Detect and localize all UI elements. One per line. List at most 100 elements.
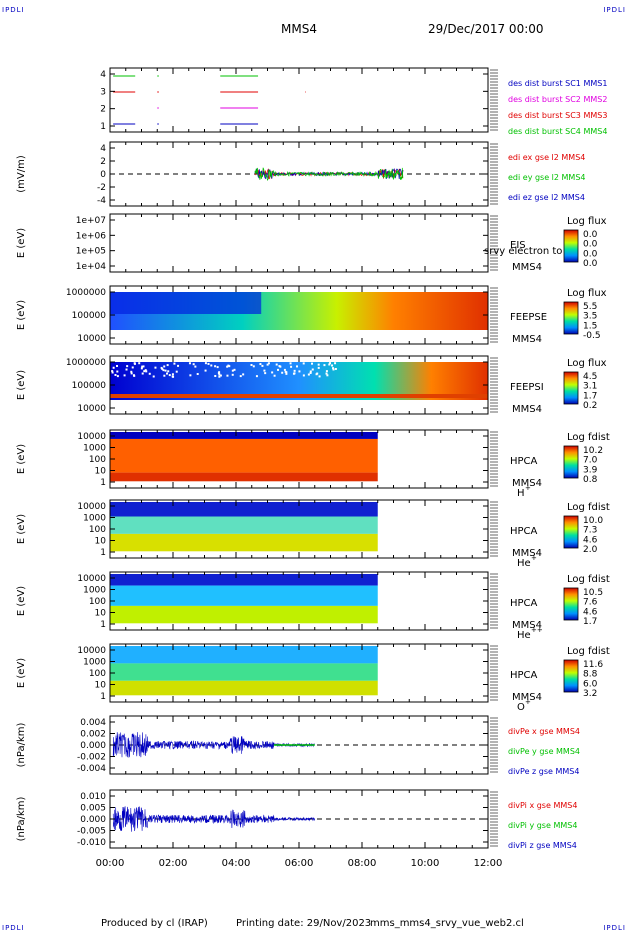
colorbar-tick-label: 8.8 [583, 670, 598, 680]
y-axis-label: E (eV) [16, 444, 27, 474]
feepsi-gap [131, 366, 134, 369]
panel-frame [109, 213, 489, 273]
feepsi-gap [188, 362, 191, 365]
feepsi-gap [323, 364, 326, 367]
x-tick-label: 02:00 [159, 858, 188, 869]
y-tick-label: 1 [100, 478, 106, 488]
x-tick-label: 10:00 [411, 858, 440, 869]
feepsi-gap [218, 375, 221, 378]
feepsi-gap [218, 371, 221, 374]
y-tick-label: 100 [89, 455, 106, 465]
feepsi-gap [116, 375, 119, 378]
colorbar-tick-label: 10.5 [583, 588, 603, 598]
colorbar [563, 515, 579, 549]
y-tick-label: 4 [100, 144, 106, 154]
feepsi-gap [112, 366, 115, 369]
corner-label-bl: IPDLI [2, 924, 25, 932]
y-tick-label: 1 [100, 620, 106, 630]
y-axis-label: E (eV) [16, 586, 27, 616]
legend-entry: edi ey gse l2 MMS4 [508, 173, 586, 182]
feepsi-gap [318, 375, 321, 378]
feepsi-gap [307, 373, 310, 376]
date-title: 29/Dec/2017 00:00 [428, 22, 544, 36]
feepsi-gap [130, 372, 133, 375]
charge-label: + [531, 554, 537, 562]
colorbar-tick-label: -0.5 [583, 331, 601, 341]
feepsi-gap [173, 362, 176, 365]
y-tick-label: 10000 [77, 574, 106, 584]
colorbar-tick-label: 4.6 [583, 607, 598, 617]
feepsi-gap [133, 362, 136, 365]
overlay-label: srvy electron to [484, 246, 562, 257]
colorbar [563, 229, 579, 263]
legend-entry: divPi z gse MMS4 [508, 841, 577, 850]
feepsi-gap [216, 366, 219, 369]
y-tick-label: 1e+04 [76, 262, 107, 272]
feepsi-gap [310, 362, 313, 365]
feepsi-gap [164, 369, 167, 372]
species-label: O [517, 702, 525, 713]
colorbar-tick-label: 3.1 [583, 382, 597, 392]
hpca-band-1 [110, 438, 378, 473]
colorbar-tick-label: 1.7 [583, 391, 597, 401]
hpca-band-0 [110, 502, 378, 517]
feepsi-gap [293, 372, 296, 375]
y-tick-label: 10 [95, 609, 107, 619]
x-tick-label: 08:00 [348, 858, 377, 869]
y-tick-label: 0.000 [80, 741, 106, 751]
panel-edi: 4 2 0 -2 -4 (mV/m) edi ex gse l2 MMS4 edi ey gs… [16, 141, 586, 207]
feepsi-gap [219, 374, 222, 377]
feepsi-gap [302, 374, 305, 377]
panel-burst: 4 3 2 1 des dist burst SC1 MMS1 des dist burs… [100, 67, 607, 136]
feepsi-gap [115, 364, 118, 367]
species-label: He [517, 558, 531, 569]
x-tick-label: 04:00 [222, 858, 251, 869]
feepsi-gap [226, 374, 229, 377]
feepsi-gap [166, 372, 168, 375]
legend-entry: divPi x gse MMS4 [508, 801, 577, 810]
y-tick-label: 100 [89, 597, 106, 607]
colorbar-tick-label: 2.0 [583, 545, 598, 555]
divpe-trace [112, 732, 315, 758]
y-tick-label: 1000 [83, 586, 106, 596]
feepsi-gap [210, 364, 213, 367]
feepsi-gap [207, 362, 210, 365]
multi-panel-plot: 4 3 2 1 des dist burst SC1 MMS1 des dist burs… [16, 67, 610, 869]
feepsi-band [110, 394, 488, 398]
colorbar-tick-label: 0.0 [583, 249, 598, 259]
divpi-trace [112, 806, 315, 832]
feepsi-gap [163, 365, 166, 368]
panel-eis: 1e+07 1e+06 1e+05 1e+04 E (eV) EIS MMS4 srvy el… [16, 213, 607, 273]
x-tick-label: 00:00 [96, 858, 125, 869]
spacecraft-label: MMS4 [512, 548, 542, 559]
panel-frame [109, 67, 489, 133]
y-tick-label: 1 [100, 692, 106, 702]
colorbar [563, 371, 579, 405]
feepsi-gap [329, 362, 332, 365]
legend-entry: divPe z gse MMS4 [508, 767, 579, 776]
y-tick-label: 100 [89, 669, 106, 679]
colorbar-tick-label: 4.6 [583, 535, 598, 545]
colorbar-tick-label: 4.5 [583, 372, 597, 382]
feepsi-gap [239, 375, 242, 378]
feepsi-gap [250, 363, 253, 366]
legend-entry: des dist burst SC1 MMS1 [508, 79, 607, 88]
colorbar-tick-label: 7.0 [583, 456, 598, 466]
panel-feepsi: 1000000 100000 10000 E (eV) FEEPSI MMS4 Log fl… [16, 355, 607, 415]
hpca-band-2 [110, 680, 378, 696]
feepsi-gap [311, 368, 314, 371]
footer-printing-date: Printing date: 29/Nov/2023 [236, 918, 372, 929]
corner-label-br: IPDLI [603, 924, 626, 932]
feepsi-gap [142, 365, 145, 368]
y-tick-label: -4 [97, 196, 106, 206]
feepsi-gap [296, 365, 299, 368]
charge-label: ++ [531, 626, 543, 634]
feepsi-gap [154, 366, 157, 369]
species-label: H [517, 488, 525, 499]
hpca-band-1 [110, 585, 378, 606]
y-axis-label: E (eV) [16, 658, 27, 688]
feepsi-gap [332, 368, 335, 371]
legend-entry: des dist burst SC2 MMS2 [508, 95, 607, 104]
feepsi-gap [334, 362, 337, 365]
